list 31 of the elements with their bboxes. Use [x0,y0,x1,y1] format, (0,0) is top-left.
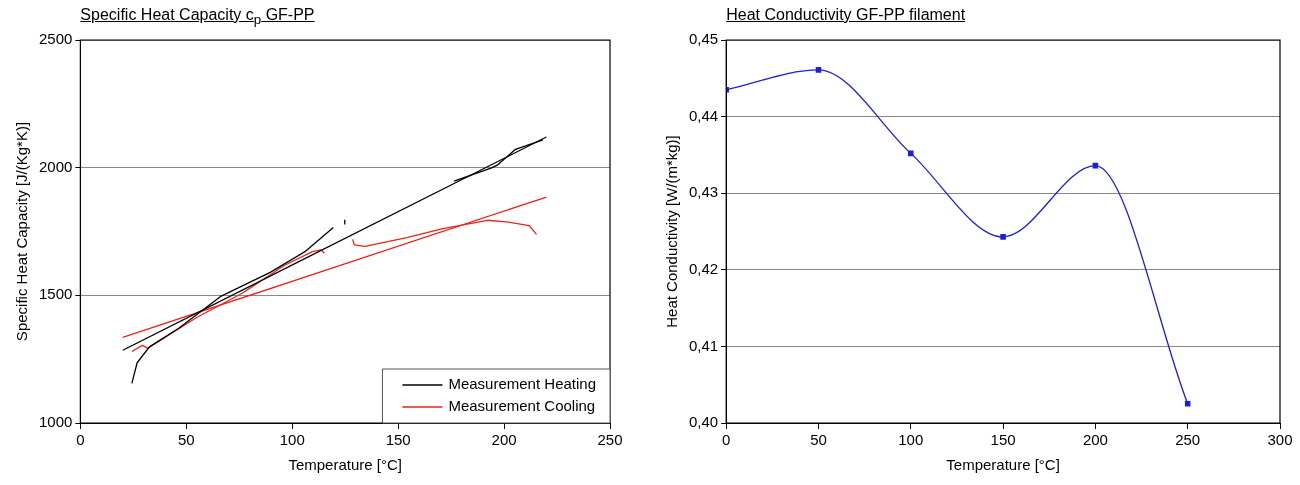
y-tick-label: 0,42 [688,259,719,277]
y-tick-label: 0,45 [688,30,719,48]
x-axis-title: Temperature [°C] [288,456,402,474]
y-tick-label: 1500 [38,285,73,303]
y-tick-label: 1000 [38,413,73,431]
y-tick-label: 0,41 [688,336,719,354]
y-tick-label: 0,43 [688,183,719,201]
legend-label: Measurement Heating [448,375,596,393]
x-tick-label: 50 [810,431,827,449]
chart-title: Specific Heat Capacity c$_{p}$ GF-PP [80,6,315,28]
y-tick-label: 2500 [38,30,73,48]
y-tick-label: 2000 [38,157,73,175]
y-tick-label: 0,40 [688,413,719,431]
x-tick-label: 250 [1175,431,1201,449]
x-tick-label: 100 [898,431,924,449]
x-tick-label: 200 [1082,431,1108,449]
x-tick-label: 200 [491,431,517,449]
chart-title: Heat Conductivity GF-PP filament [726,6,966,24]
x-tick-label: 300 [1267,431,1293,449]
x-tick-label: 0 [722,431,731,449]
x-tick-label: 250 [597,431,623,449]
x-tick-label: 100 [279,431,305,449]
x-tick-label: 150 [385,431,411,449]
y-axis-title: Heat Conductivity [W/(m*kg)] [663,135,681,328]
x-tick-label: 50 [177,431,195,449]
y-axis-title: Specific Heat Capacity [J/(Kg*K)] [13,121,31,342]
y-tick-label: 0,44 [688,106,719,124]
x-axis-title: Temperature [°C] [946,456,1060,474]
x-tick-label: 0 [76,431,85,449]
x-tick-label: 150 [990,431,1016,449]
legend-label: Measurement Cooling [448,397,596,415]
